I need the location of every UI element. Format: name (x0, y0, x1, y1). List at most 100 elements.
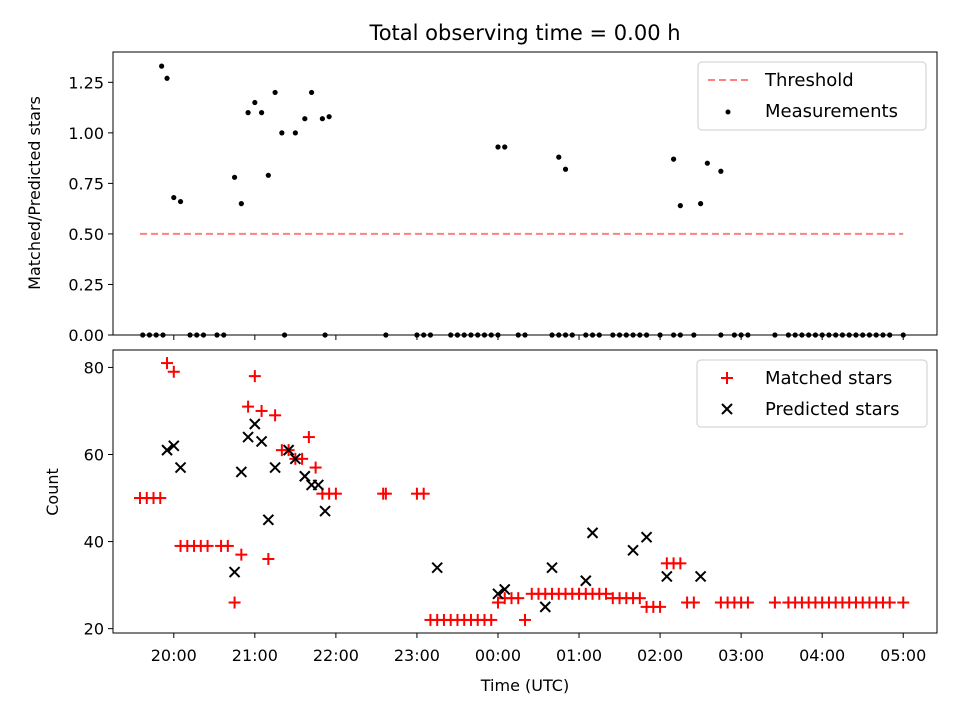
count-y-axis-label: Count (43, 468, 62, 516)
matched-star-point (768, 596, 781, 609)
predicted-star-stroke-b (661, 570, 673, 583)
measurement-point (308, 89, 315, 96)
x-tick-label: 03:00 (718, 646, 764, 665)
matched-star-point (519, 613, 531, 626)
predicted-star-point (546, 561, 558, 574)
measurement-point (258, 110, 265, 116)
predicted-star-point (694, 570, 707, 583)
predicted-star-stroke-b (289, 453, 302, 465)
measurement-point (159, 63, 165, 69)
matched-star-point (883, 596, 896, 609)
ratio-y-tick-label: 0.25 (68, 275, 104, 294)
measurement-point (272, 89, 278, 96)
x-tick-label: 01:00 (556, 646, 602, 665)
predicted-star-stroke-b (312, 479, 325, 491)
measurement-point (245, 110, 251, 116)
predicted-star-point (492, 588, 504, 600)
matched-star-point (167, 365, 180, 378)
ratio-legend: Threshold Measurements (697, 61, 927, 131)
matched-star-point (309, 461, 322, 474)
predicted-star-stroke-b (235, 466, 248, 478)
predicted-star-stroke-b (586, 527, 599, 539)
count-y-tick-label: 60 (84, 445, 104, 464)
predicted-star-point (580, 575, 592, 587)
predicted-star-point (242, 431, 254, 443)
predicted-star-point (312, 479, 325, 491)
predicted-legend-label: Predicted stars (765, 399, 899, 420)
predicted-star-point (255, 435, 268, 448)
x-tick-label: 05:00 (880, 646, 926, 665)
ratio-panel: 0.00 0.25 0.50 0.75 1.00 1.25 Matched/Predict… (25, 51, 938, 345)
ratio-y-axis-label: Matched/Predicted stars (25, 96, 44, 290)
predicted-star-stroke-b (492, 588, 504, 600)
ratio-y-tick-label: 0.75 (68, 174, 104, 193)
predicted-star-stroke-b (431, 561, 443, 574)
measurement-point (265, 172, 271, 178)
predicted-star-point (161, 444, 173, 456)
predicted-star-point (299, 470, 311, 482)
matched-star-point (221, 539, 234, 552)
predicted-star-stroke-b (161, 444, 173, 456)
ratio-y-tick-label: 0.50 (68, 225, 104, 244)
matched-star-point (269, 409, 282, 422)
count-y-tick-label: 80 (84, 358, 104, 377)
x-tick-label: 04:00 (799, 646, 845, 665)
ratio-y-tick-label: 1.00 (68, 124, 104, 143)
matched-legend-swatch (721, 372, 733, 384)
matched-star-point (248, 370, 261, 383)
measurement-point (556, 154, 562, 160)
predicted-star-point (539, 601, 551, 613)
ratio-plot-frame (112, 51, 938, 336)
predicted-star-point (228, 566, 241, 578)
matched-star-point (201, 539, 214, 552)
predicted-star-stroke-b (228, 566, 241, 578)
predicted-star-stroke-b (282, 444, 295, 456)
measurement-point (292, 130, 298, 136)
measurement-point (302, 116, 308, 122)
predicted-star-point (431, 561, 443, 574)
matched-star-point (897, 596, 910, 609)
matched-star-point (485, 613, 498, 626)
matched-star-point (379, 487, 392, 500)
predicted-star-point (661, 570, 673, 583)
matched-star-point (654, 600, 667, 613)
measurements-legend-label: Measurements (765, 101, 898, 122)
predicted-star-point (235, 466, 248, 478)
matched-star-point (687, 596, 700, 609)
count-y-tick-label: 40 (84, 533, 104, 552)
predicted-star-point (262, 514, 275, 526)
measurement-point (562, 166, 569, 172)
predicted-star-stroke-b (174, 461, 187, 474)
measurement-point (502, 144, 508, 150)
predicted-star-stroke-b (546, 561, 558, 574)
predicted-star-stroke-b (539, 601, 551, 613)
measurement-point (279, 130, 285, 136)
matched-star-point (512, 592, 525, 605)
x-axis-label: Time (UTC) (480, 676, 569, 695)
predicted-star-stroke-b (694, 570, 707, 583)
predicted-star-stroke-b (580, 575, 592, 587)
count-panel: 20:00 21:00 22:00 23:00 00:00 01:00 02:00 03:00… (43, 349, 938, 695)
predicted-star-point (289, 453, 302, 465)
predicted-star-point (174, 461, 187, 474)
matched-star-point (235, 548, 248, 561)
matched-star-point (674, 557, 687, 570)
matched-star-point (741, 596, 754, 609)
measurement-point (677, 203, 683, 209)
predicted-star-point (640, 531, 653, 543)
x-tick-label: 22:00 (313, 646, 359, 665)
count-y-tick-label: 20 (84, 620, 104, 639)
matched-star-point (255, 404, 268, 417)
matched-star-point (302, 431, 315, 444)
measurement-point (704, 160, 710, 166)
predicted-star-stroke-b (255, 435, 268, 448)
predicted-star-stroke-b (168, 440, 180, 452)
predicted-star-point (269, 461, 281, 474)
count-legend-box (696, 359, 928, 428)
count-legend: Matched stars Predicted stars (696, 359, 928, 428)
predicted-star-point (586, 527, 599, 539)
predicted-star-stroke-b (627, 544, 639, 556)
matched-star-point (262, 552, 275, 565)
measurement-point (177, 198, 184, 205)
predicted-star-point (499, 583, 511, 596)
